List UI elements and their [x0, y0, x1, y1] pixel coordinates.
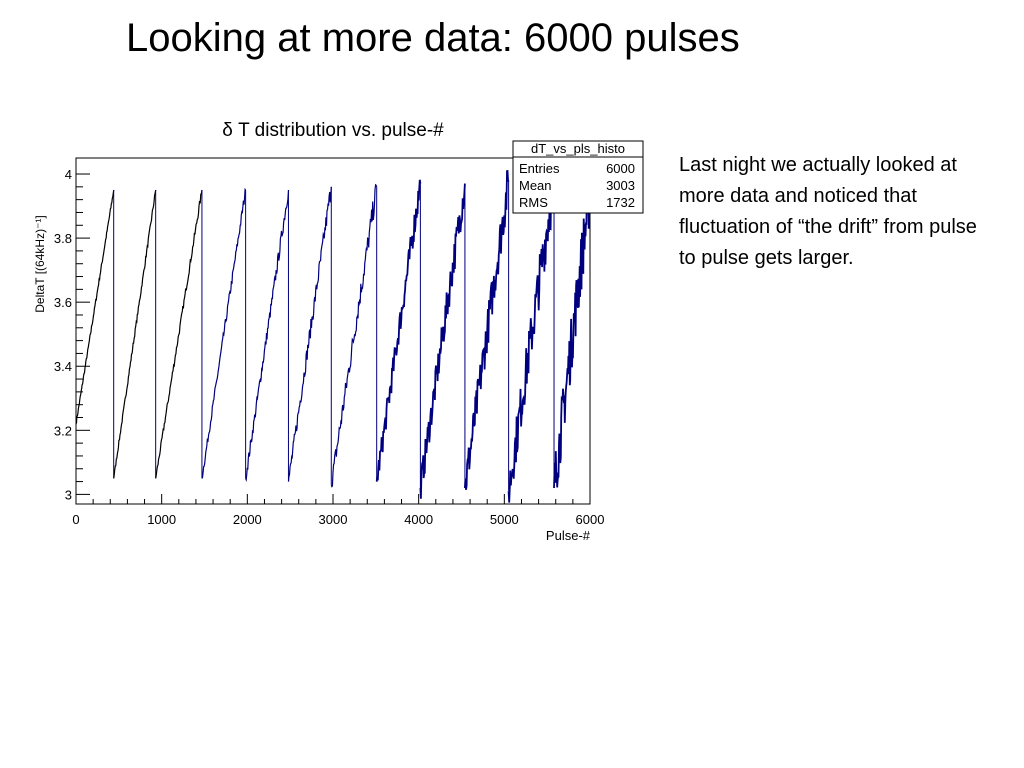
chart-title: δ T distribution vs. pulse-#	[222, 120, 444, 141]
series-ramp	[287, 186, 332, 482]
y-tick-label: 4	[65, 167, 72, 182]
x-tick-label: 2000	[233, 512, 262, 527]
y-axis: 3 3.2 3.4 3.6 3.8 4	[54, 167, 90, 502]
stats-label: Mean	[519, 178, 552, 193]
x-axis-label: Pulse-#	[546, 528, 591, 543]
x-tick-label: 0	[72, 512, 79, 527]
series-ramp	[553, 180, 591, 489]
series-ramp	[201, 187, 247, 479]
series-ramp	[375, 179, 422, 482]
pulse-chart: δ T distribution vs. pulse-# 0 1000 2000 30…	[33, 120, 644, 543]
stats-box-title: dT_vs_pls_histo	[531, 141, 625, 156]
stats-box: dT_vs_pls_histo Entries 6000 Mean 3003 R…	[512, 140, 644, 214]
slide-title: Looking at more data: 6000 pulses	[126, 16, 740, 60]
stats-label: RMS	[519, 195, 548, 210]
stats-label: Entries	[519, 161, 560, 176]
series-ramp	[113, 189, 157, 479]
series-ramp	[155, 189, 203, 479]
y-axis-label: DeltaT [(64kHz)⁻¹]	[33, 215, 47, 312]
series-layer	[75, 169, 591, 503]
stats-value: 3003	[606, 178, 635, 193]
x-tick-label: 4000	[404, 512, 433, 527]
series-ramp	[75, 189, 115, 425]
series-ramp	[245, 189, 290, 483]
series-ramp	[419, 183, 466, 499]
x-tick-label: 6000	[576, 512, 605, 527]
chart-panel: δ T distribution vs. pulse-# 0 1000 2000 30…	[0, 100, 660, 560]
y-tick-label: 3	[65, 487, 72, 502]
y-tick-label: 3.2	[54, 423, 72, 438]
series-ramp	[464, 169, 510, 490]
y-tick-label: 3.4	[54, 359, 72, 374]
x-tick-label: 3000	[319, 512, 348, 527]
series-ramp	[507, 169, 555, 503]
series-ramp	[330, 183, 378, 488]
x-tick-label: 1000	[147, 512, 176, 527]
x-tick-label: 5000	[490, 512, 519, 527]
stats-value: 1732	[606, 195, 635, 210]
y-tick-label: 3.8	[54, 231, 72, 246]
x-axis: 0 1000 2000 3000 4000 5000 6000	[72, 494, 604, 527]
stats-value: 6000	[606, 161, 635, 176]
slide-notes: Last night we actually looked at more da…	[679, 154, 977, 269]
y-tick-label: 3.6	[54, 295, 72, 310]
